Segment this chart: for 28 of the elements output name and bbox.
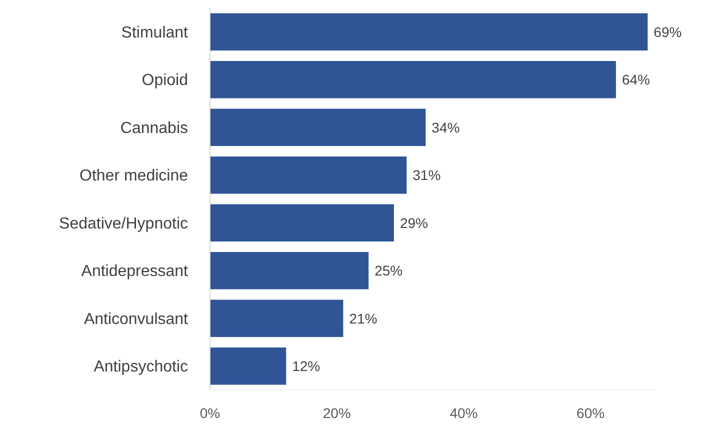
y-tick-label: Anticonvulsant	[84, 310, 189, 328]
y-tick-label: Cannabis	[120, 120, 188, 137]
bar	[210, 13, 648, 50]
bar	[210, 61, 616, 98]
y-tick-label: Opioid	[142, 72, 188, 90]
data-label: 34%	[432, 119, 460, 136]
data-label: 25%	[374, 262, 403, 279]
data-label: 29%	[400, 214, 428, 231]
bar	[210, 252, 369, 290]
bar	[210, 108, 426, 146]
data-label: 69%	[654, 24, 682, 40]
data-label: 31%	[412, 167, 441, 184]
data-label: 12%	[292, 358, 320, 374]
y-tick-label: Other medicine	[80, 168, 188, 185]
bar	[210, 348, 286, 385]
y-tick-label: Antidepressant	[81, 263, 189, 280]
x-tick-label: 0%	[200, 405, 220, 421]
data-label: 21%	[349, 310, 378, 326]
y-tick-label: Antipsychotic	[94, 358, 188, 376]
x-tick-label: 40%	[450, 405, 478, 421]
x-tick-label: 20%	[322, 405, 351, 421]
x-tick-label: 60%	[576, 405, 605, 421]
y-tick-label: Sedative/Hypnotic	[59, 215, 188, 232]
bar	[210, 156, 407, 194]
data-label: 64%	[622, 72, 650, 88]
bar	[210, 204, 394, 242]
y-tick-label: Stimulant	[121, 24, 189, 42]
bar	[210, 300, 344, 337]
